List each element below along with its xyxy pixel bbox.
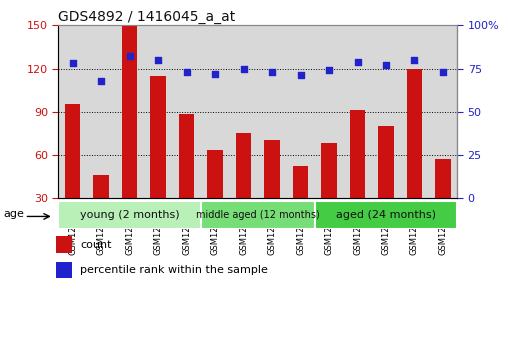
Point xyxy=(69,61,77,66)
Bar xyxy=(144,25,172,198)
Text: percentile rank within the sample: percentile rank within the sample xyxy=(80,265,268,275)
Bar xyxy=(343,25,372,198)
Bar xyxy=(201,25,229,198)
Bar xyxy=(65,105,80,198)
Point xyxy=(439,69,447,75)
Bar xyxy=(115,25,144,198)
Text: GDS4892 / 1416045_a_at: GDS4892 / 1416045_a_at xyxy=(58,11,236,24)
Bar xyxy=(58,25,87,198)
Bar xyxy=(236,133,251,198)
Point xyxy=(268,69,276,75)
Bar xyxy=(93,175,109,198)
Bar xyxy=(122,25,138,198)
Bar xyxy=(56,262,72,278)
Text: aged (24 months): aged (24 months) xyxy=(336,210,436,220)
Bar xyxy=(264,140,280,198)
Bar xyxy=(406,69,422,198)
Bar xyxy=(258,25,287,198)
Bar xyxy=(315,201,457,229)
Point xyxy=(154,57,162,63)
Text: age: age xyxy=(3,209,24,219)
Bar xyxy=(229,25,258,198)
Point xyxy=(182,69,190,75)
Bar xyxy=(321,143,337,198)
Bar xyxy=(150,76,166,198)
Point xyxy=(211,71,219,77)
Point xyxy=(125,53,134,59)
Bar xyxy=(378,126,394,198)
Text: count: count xyxy=(80,240,112,249)
Point xyxy=(239,66,247,72)
Bar xyxy=(350,110,365,198)
Bar xyxy=(201,201,315,229)
Point xyxy=(97,78,105,83)
Text: young (2 months): young (2 months) xyxy=(80,210,179,220)
Point xyxy=(382,62,390,68)
Bar xyxy=(87,25,115,198)
Bar xyxy=(179,114,195,198)
Bar xyxy=(372,25,400,198)
Bar xyxy=(56,236,72,253)
Bar xyxy=(429,25,457,198)
Point xyxy=(297,73,305,78)
Bar xyxy=(207,150,223,198)
Text: middle aged (12 months): middle aged (12 months) xyxy=(196,210,320,220)
Bar xyxy=(58,201,201,229)
Bar xyxy=(435,159,451,198)
Point xyxy=(325,68,333,73)
Point xyxy=(410,57,419,63)
Bar xyxy=(400,25,429,198)
Bar xyxy=(293,166,308,198)
Point xyxy=(354,59,362,65)
Bar xyxy=(172,25,201,198)
Bar xyxy=(315,25,343,198)
Bar xyxy=(287,25,315,198)
